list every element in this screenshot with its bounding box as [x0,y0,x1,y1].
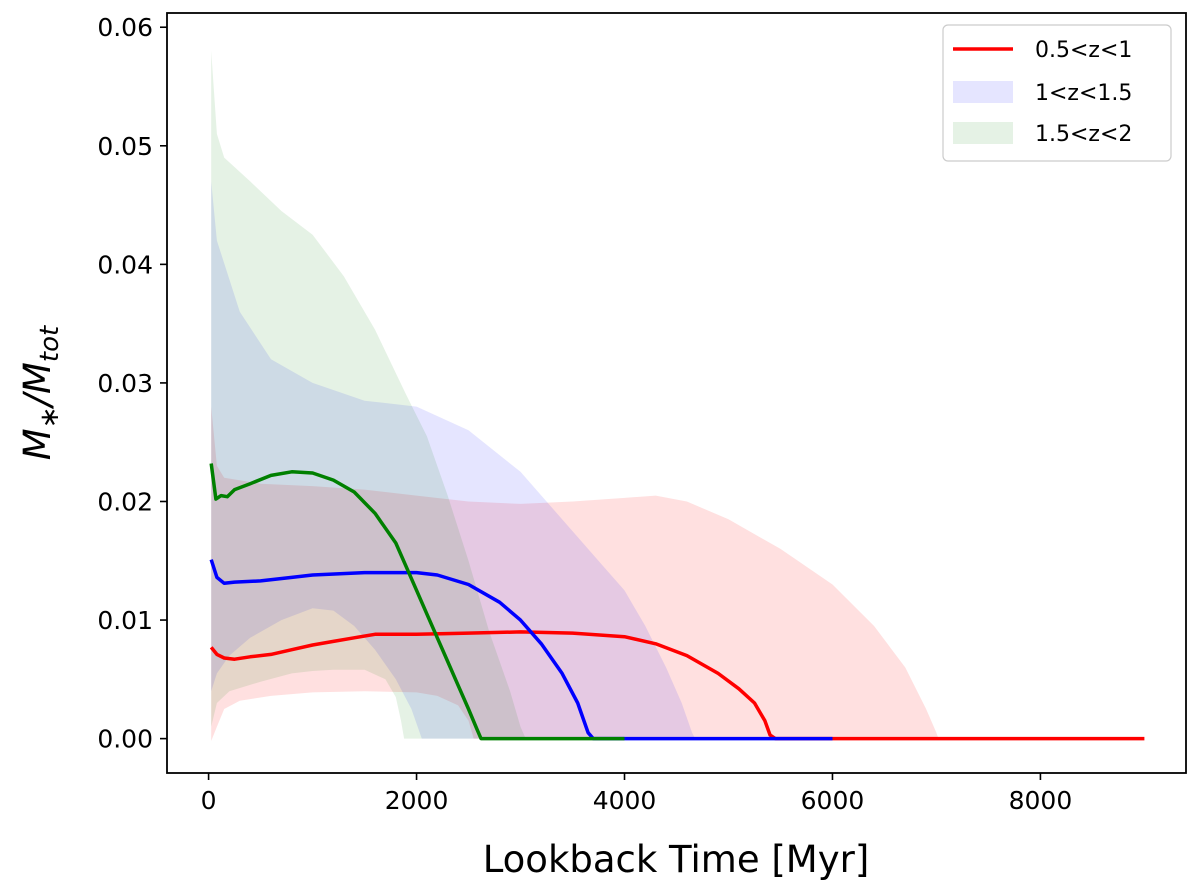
legend-label-2: 1.5<z<2 [1035,122,1132,147]
y-tick-label-0: 0.00 [97,725,153,754]
y-tick-label-2: 0.02 [97,487,153,516]
x-tick-label-2: 4000 [593,786,657,815]
legend-label-1: 1<z<1.5 [1035,81,1132,106]
x-tick-label-3: 6000 [801,786,865,815]
legend-swatch-blue-patch [953,81,1013,103]
y-tick-label-6: 0.06 [97,13,153,42]
x-tick-label-0: 0 [201,786,217,815]
x-tick-label-1: 2000 [385,786,449,815]
x-axis-ticks: 0 2000 4000 6000 8000 [201,773,1073,815]
y-label-numerator-sub: ∗ [35,406,65,428]
series-lines [209,463,1145,741]
y-label-denominator-sub: tot [35,325,65,362]
series-line-0 [209,630,1145,741]
series-line-2 [209,463,625,741]
y-tick-label-1: 0.01 [97,606,153,635]
band-1 [211,181,696,739]
y-tick-label-3: 0.03 [97,369,153,398]
x-tick-label-4: 8000 [1009,786,1073,815]
y-label-denominator: /M [16,362,59,409]
legend-swatch-green-patch [953,122,1013,144]
y-axis-label: M∗/Mtot [16,325,65,460]
x-axis-label: Lookback Time [Myr] [483,838,870,881]
y-tick-label-4: 0.04 [97,250,153,279]
legend-label-0: 0.5<z<1 [1035,38,1132,63]
y-label-numerator: M [16,428,59,460]
band-2 [211,50,526,739]
series-line-1 [209,559,833,741]
legend-box [942,24,1172,162]
y-axis-ticks: 0.00 0.01 0.02 0.03 0.04 0.05 0.06 [97,13,167,754]
plot-frame [166,12,1187,774]
y-tick-label-5: 0.05 [97,132,153,161]
confidence-bands [211,50,939,741]
legend: 0.5<z<1 1<z<1.5 1.5<z<2 [942,24,1172,162]
band-0 [211,406,939,741]
